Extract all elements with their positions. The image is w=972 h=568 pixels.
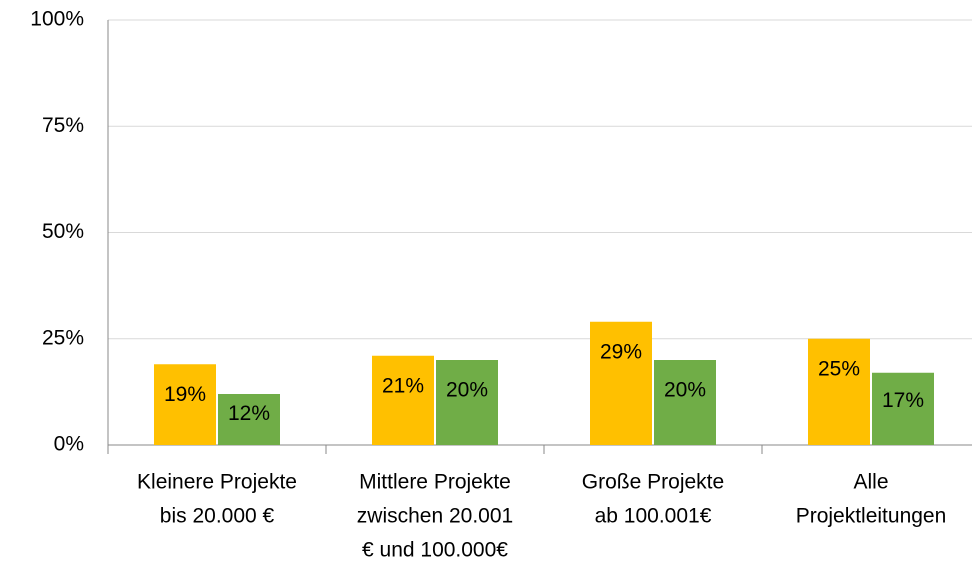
data-label: 25% [818,357,860,380]
data-label: 17% [882,389,924,412]
y-tick-label: 50% [42,220,84,243]
y-tick-label: 75% [42,114,84,137]
y-tick-label: 25% [42,326,84,349]
data-label: 20% [664,379,706,402]
x-tick-label: Mittlere Projekte [359,471,511,494]
bar [872,372,934,445]
bar [218,394,280,445]
x-tick-label: Projektleitungen [796,505,947,528]
bar [808,338,870,445]
y-tick-label: 100% [30,8,84,31]
y-tick-label: 0% [54,433,84,456]
x-tick-label: zwischen 20.001 [357,505,513,528]
x-tick-label: Kleinere Projekte [137,471,297,494]
data-label: 20% [446,379,488,402]
x-tick-label: ab 100.001€ [595,505,712,528]
data-label: 21% [382,374,424,397]
bar [590,321,652,445]
data-label: 29% [600,340,642,363]
data-label: 19% [164,383,206,406]
x-tick-label: bis 20.000 € [160,505,275,528]
bar [372,355,434,445]
x-tick-label: Alle [853,471,888,494]
bar [654,360,716,445]
x-tick-label: € und 100.000€ [362,539,508,562]
x-tick-label: Große Projekte [582,471,724,494]
bar [436,360,498,445]
bar [154,364,216,445]
data-label: 12% [228,402,270,425]
